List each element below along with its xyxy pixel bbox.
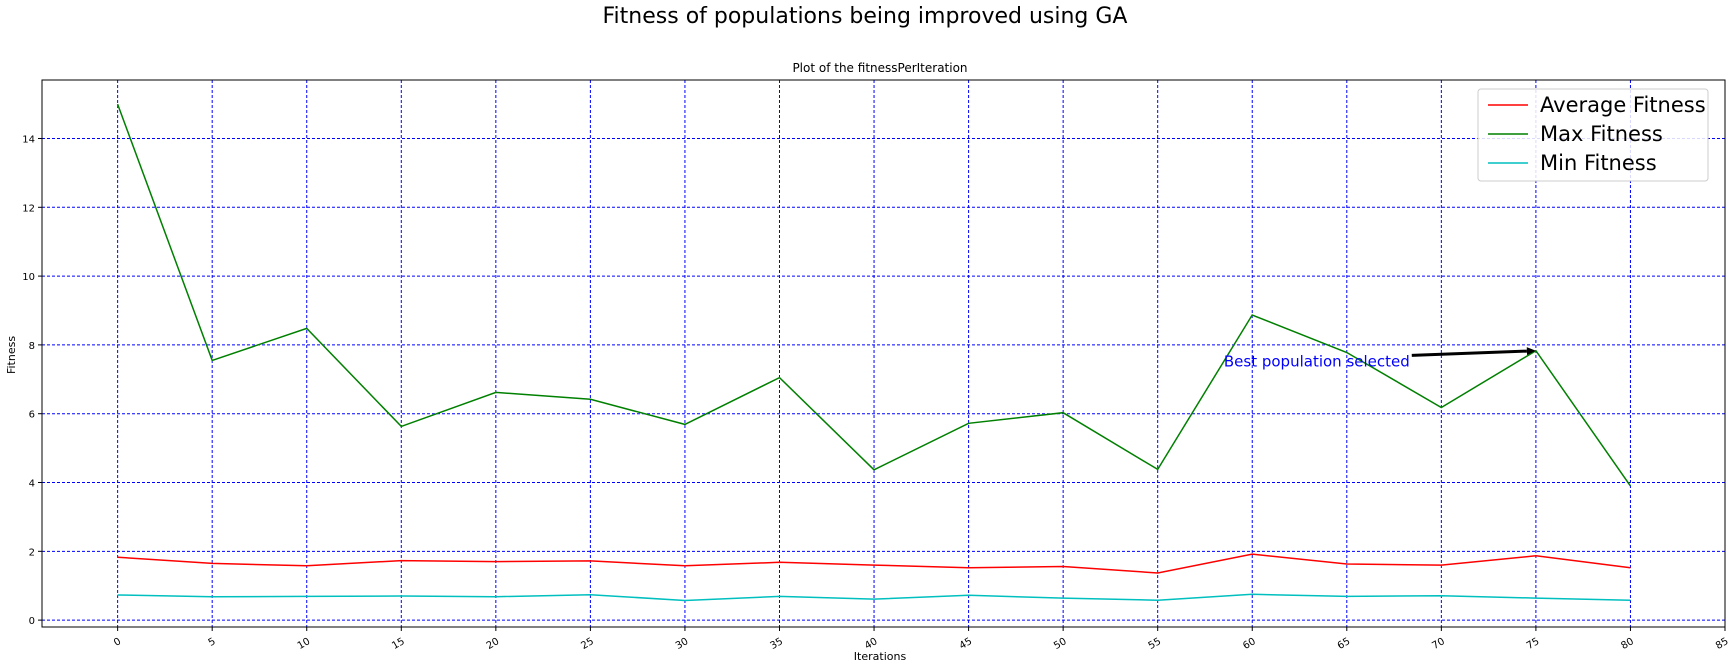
x-tick-label: 65 [1336, 636, 1353, 652]
x-tick-label: 35 [768, 636, 785, 652]
x-tick-label: 50 [1052, 636, 1069, 652]
y-tick-label: 14 [22, 134, 35, 145]
y-tick-label: 10 [22, 272, 35, 283]
x-tick-label: 45 [958, 636, 975, 652]
x-tick-label: 80 [1619, 636, 1636, 652]
x-axis-label: Iterations [854, 650, 907, 663]
x-tick-label: 20 [485, 636, 502, 652]
legend-label: Average Fitness [1540, 93, 1706, 117]
y-tick-label: 8 [29, 341, 35, 352]
y-tick-label: 6 [29, 410, 35, 421]
series-line-average-fitness [117, 553, 1631, 574]
x-tick-label: 70 [1430, 636, 1447, 652]
x-tick-label: 5 [207, 636, 218, 649]
x-tick-label: 25 [579, 636, 596, 652]
annotation-arrowhead [1526, 347, 1536, 356]
series-line-max-fitness [116, 103, 1632, 487]
y-axis-ticks: 0 2 4 6 8 10 12 14 [22, 134, 42, 627]
x-tick-label: 60 [1241, 636, 1258, 652]
y-tick-label: 12 [22, 203, 35, 214]
x-axis-ticks: 0 5 10 15 20 25 30 35 40 45 50 55 60 65 70 75 80 85 [112, 627, 1730, 652]
x-tick-label: 30 [674, 636, 691, 652]
series-line-min-fitness [117, 593, 1631, 602]
x-tick-label: 85 [1714, 636, 1730, 652]
legend: Average Fitness Max Fitness Min Fitness [1477, 88, 1709, 182]
x-tick-label: 15 [390, 636, 407, 652]
legend-label: Min Fitness [1540, 151, 1657, 175]
x-tick-label: 0 [112, 636, 123, 649]
annotation: Best population selected [1224, 347, 1536, 370]
legend-box [1477, 88, 1709, 182]
y-axis-label: Fitness [5, 336, 18, 374]
annotation-arrow [1411, 349, 1527, 357]
y-tick-label: 4 [29, 479, 35, 490]
legend-label: Max Fitness [1540, 122, 1663, 146]
chart-title: Plot of the fitnessPerIteration [792, 61, 967, 75]
x-tick-label: 55 [1147, 636, 1164, 652]
x-tick-label: 10 [296, 636, 313, 652]
figure-suptitle: Fitness of populations being improved us… [603, 4, 1128, 29]
y-tick-label: 0 [29, 616, 35, 627]
y-tick-label: 2 [29, 547, 35, 558]
annotation-label: Best population selected [1224, 352, 1410, 370]
x-tick-label: 75 [1525, 636, 1542, 652]
series-lines [116, 103, 1632, 602]
plot-frame [41, 79, 1726, 628]
